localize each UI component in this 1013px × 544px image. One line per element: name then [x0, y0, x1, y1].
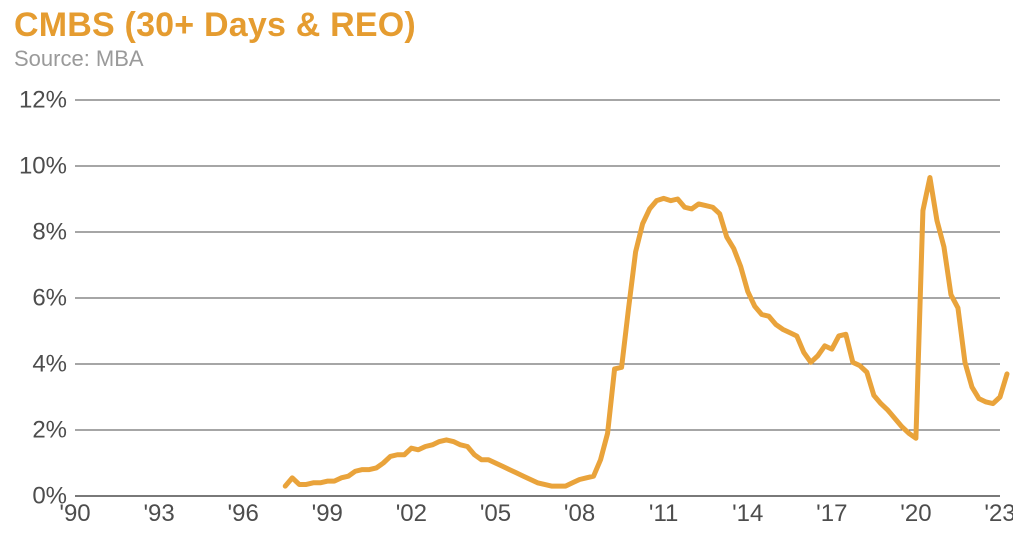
x-tick-label: '11 [649, 500, 679, 527]
x-tick-label: '96 [228, 500, 259, 527]
chart-svg: 0%2%4%6%8%10%12%'90'93'96'99'02'05'08'11… [0, 0, 1013, 544]
x-tick-label: '90 [59, 500, 90, 527]
x-tick-label: '17 [816, 500, 847, 527]
y-tick-label: 12% [19, 86, 67, 113]
x-tick-label: '05 [480, 500, 511, 527]
x-tick-label: '93 [143, 500, 174, 527]
y-tick-label: 2% [32, 416, 67, 443]
y-tick-label: 4% [32, 350, 67, 377]
y-tick-label: 8% [32, 218, 67, 245]
x-tick-label: '20 [900, 500, 931, 527]
y-tick-label: 6% [32, 284, 67, 311]
chart-container: CMBS (30+ Days & REO) Source: MBA 0%2%4%… [0, 0, 1013, 544]
y-tick-label: 10% [19, 152, 67, 179]
x-tick-label: '99 [312, 500, 343, 527]
x-tick-label: '23 [984, 500, 1013, 527]
x-tick-label: '02 [396, 500, 427, 527]
x-tick-label: '08 [564, 500, 595, 527]
x-tick-label: '14 [732, 500, 763, 527]
data-line [285, 178, 1007, 487]
